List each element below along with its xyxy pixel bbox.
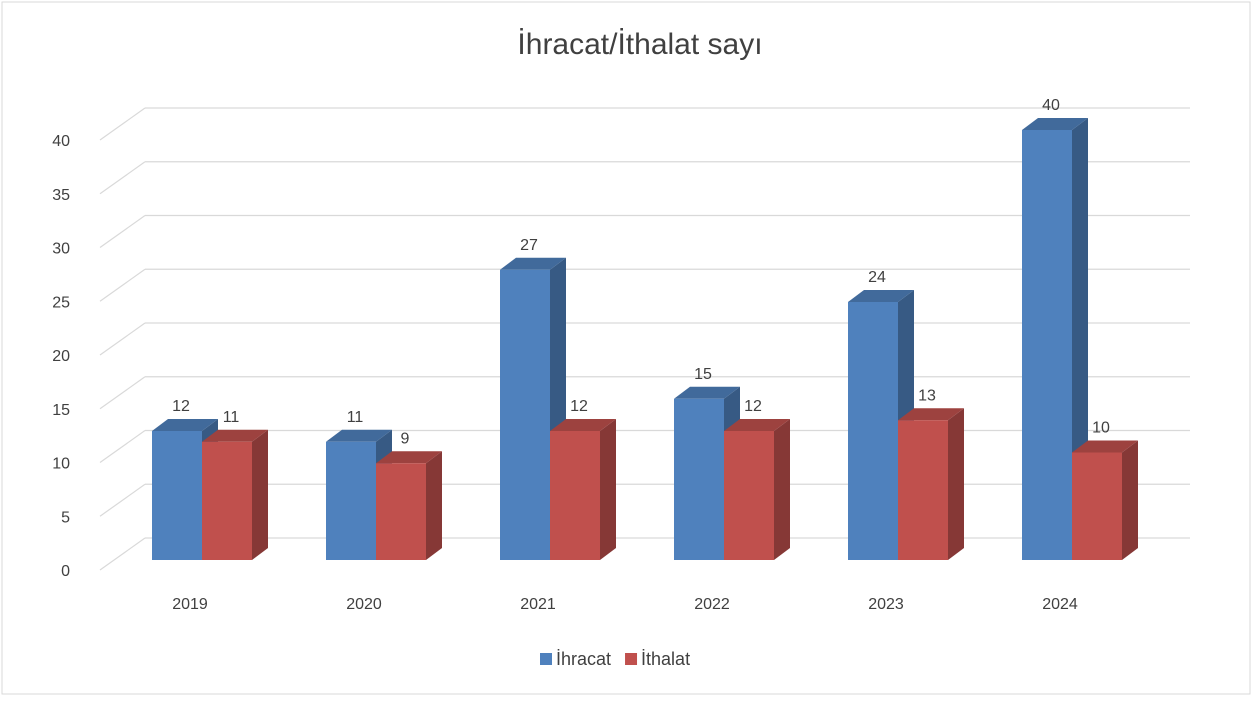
legend-label: İthalat [641, 649, 690, 669]
legend-swatch [540, 653, 552, 665]
bar-top [326, 429, 392, 442]
x-tick-label: 2020 [346, 596, 382, 613]
grid-line [99, 376, 146, 410]
y-tick-label: 15 [52, 402, 70, 419]
bar-front [848, 302, 898, 560]
grid-line [99, 430, 146, 463]
bar-side [252, 429, 268, 560]
bar-top [550, 419, 616, 431]
grid-line [99, 215, 146, 248]
chart-title: İhracat/İthalat sayı [517, 28, 762, 61]
bar-front [326, 441, 376, 560]
data-label: 13 [918, 387, 936, 404]
grid-line [99, 322, 146, 356]
bar-top [674, 386, 740, 399]
data-label: 12 [570, 398, 588, 415]
x-tick-label: 2022 [694, 596, 730, 613]
y-tick-label: 35 [52, 187, 70, 204]
bar-front [1022, 130, 1072, 560]
x-tick-label: 2019 [172, 596, 208, 613]
data-label: 10 [1092, 420, 1110, 437]
bar-top [376, 451, 442, 464]
grid-line [99, 483, 146, 517]
x-tick-label: 2024 [1042, 596, 1078, 613]
bar-front [550, 431, 600, 560]
bar [550, 419, 616, 560]
y-tick-label: 40 [52, 133, 70, 150]
y-tick-label: 0 [61, 563, 70, 580]
bar-front [376, 463, 426, 560]
x-tick-label: 2023 [868, 596, 904, 613]
bar-top [848, 290, 914, 302]
bar-front [202, 441, 252, 560]
legend-label: İhracat [556, 649, 611, 669]
bar-top [152, 419, 218, 431]
bar-front [500, 269, 550, 560]
bar-top [898, 408, 964, 421]
bar-side [774, 419, 790, 560]
bar [202, 429, 268, 560]
bar-front [152, 431, 202, 560]
y-tick-label: 10 [52, 456, 70, 473]
bar-side [1122, 440, 1138, 560]
grid-line [99, 537, 146, 571]
legend-swatch [625, 653, 638, 665]
bar-top [724, 419, 790, 431]
bar-top [1072, 440, 1138, 453]
y-tick-label: 30 [52, 241, 70, 258]
bar-side [600, 419, 616, 560]
grid-line [99, 107, 146, 141]
bar-front [674, 398, 724, 560]
bar [898, 408, 964, 560]
data-label: 11 [347, 409, 364, 426]
data-label: 15 [694, 366, 712, 383]
y-tick-label: 25 [52, 294, 70, 311]
y-tick-label: 20 [52, 348, 70, 365]
bar-side [426, 451, 442, 560]
data-label: 40 [1042, 97, 1060, 114]
bar-front [724, 431, 774, 560]
data-label: 27 [520, 237, 538, 254]
bar-front [898, 420, 948, 560]
data-label: 12 [172, 398, 190, 415]
bar-side [948, 408, 964, 560]
bar [724, 419, 790, 560]
x-tick-label: 2021 [520, 596, 556, 613]
data-label: 12 [744, 398, 762, 415]
bar [1072, 440, 1138, 560]
y-tick-label: 5 [61, 509, 70, 526]
grid-line [99, 161, 146, 195]
data-label: 24 [868, 269, 886, 286]
data-label: 9 [401, 430, 410, 447]
bar-top [202, 429, 268, 442]
bar-top [500, 257, 566, 270]
bar [376, 451, 442, 560]
data-label: 11 [223, 409, 240, 426]
grid-line [99, 268, 146, 302]
bar-front [1072, 452, 1122, 560]
bar-top [1022, 118, 1088, 130]
